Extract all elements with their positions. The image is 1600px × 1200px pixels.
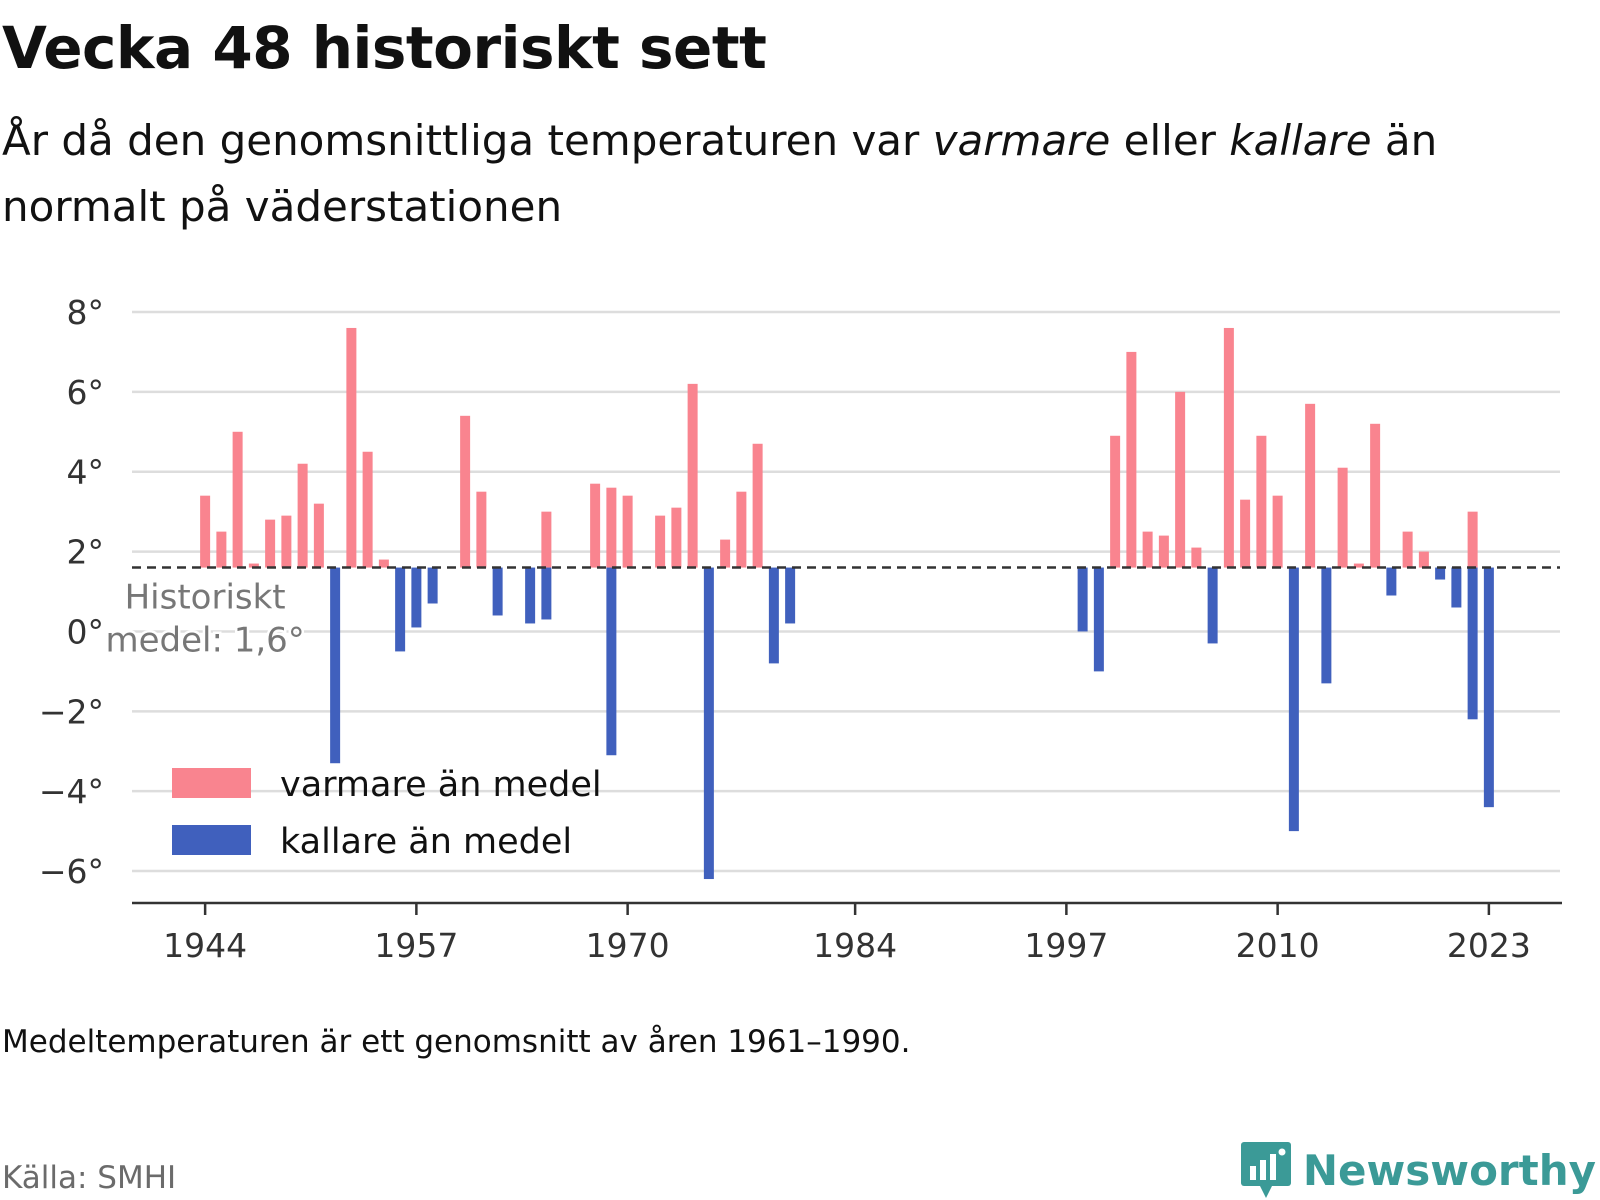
- legend-swatch: [172, 768, 251, 798]
- cold-bar: [1321, 567, 1332, 684]
- footnote: Medeltemperaturen är ett genomsnitt av å…: [2, 1024, 911, 1060]
- y-tick-label: −4°: [39, 772, 104, 811]
- warm-bar: [736, 491, 747, 568]
- cold-bar: [525, 567, 536, 624]
- baseline-label: medel: 1,6°: [105, 621, 304, 661]
- y-tick-label: 6°: [67, 373, 105, 412]
- cold-bar: [1077, 567, 1088, 632]
- subtitle-part-3: än normalt på väderstationen: [2, 116, 1438, 231]
- warm-bar: [216, 531, 227, 568]
- cold-bar: [411, 567, 422, 628]
- x-tick-label: 1957: [374, 926, 458, 965]
- warm-bar: [1126, 351, 1137, 568]
- brand-name: Newsworthy: [1302, 1145, 1596, 1195]
- warm-bar: [1240, 499, 1251, 568]
- warm-bar: [313, 503, 324, 568]
- subtitle-part-2: eller: [1110, 116, 1230, 165]
- warm-bar: [346, 327, 357, 568]
- warm-bar: [590, 483, 601, 568]
- warm-bar: [1467, 511, 1478, 568]
- cold-bar: [1451, 567, 1462, 608]
- warm-bar: [1370, 423, 1381, 568]
- warm-bar: [1256, 435, 1267, 568]
- warm-bar: [1402, 531, 1413, 568]
- warm-bar: [606, 487, 617, 568]
- warm-bar: [541, 511, 552, 568]
- y-tick-label: −2°: [39, 692, 104, 731]
- cold-bar: [541, 567, 552, 620]
- y-tick-label: 4°: [67, 453, 105, 492]
- baseline-label: Historiskt: [125, 578, 286, 618]
- cold-bar: [1483, 567, 1494, 808]
- warm-bar: [1158, 535, 1169, 568]
- warm-bar: [476, 491, 487, 568]
- warm-bar: [1175, 391, 1186, 568]
- cold-bar: [1093, 567, 1104, 672]
- cold-bar: [1467, 567, 1478, 720]
- warm-bar: [671, 507, 682, 568]
- warm-bar: [1337, 467, 1348, 568]
- warm-bar: [1305, 403, 1316, 568]
- x-tick-label: 2023: [1447, 926, 1531, 965]
- warm-bar: [232, 431, 243, 568]
- y-tick-label: 0°: [67, 612, 105, 651]
- y-tick-label: 2°: [67, 533, 105, 572]
- warm-bar: [720, 539, 731, 568]
- cold-bar: [785, 567, 796, 624]
- subtitle-cold-word: kallare: [1229, 116, 1372, 165]
- warm-bar: [1191, 547, 1202, 568]
- warm-bar: [687, 383, 698, 568]
- cold-bar: [1288, 567, 1299, 832]
- warm-bar: [622, 495, 633, 568]
- warm-bar: [1418, 551, 1429, 568]
- x-tick-label: 1984: [813, 926, 897, 965]
- legend-swatch: [172, 825, 251, 855]
- warm-bar: [362, 451, 373, 568]
- subtitle-warm-word: varmare: [932, 116, 1111, 165]
- cold-bar: [395, 567, 406, 652]
- warm-bar: [378, 559, 389, 568]
- warm-bar: [281, 515, 292, 568]
- cold-bar: [768, 567, 779, 664]
- cold-bar: [606, 567, 617, 756]
- x-tick-label: 1997: [1024, 926, 1108, 965]
- brand-logo: Newsworthy: [1240, 1140, 1596, 1200]
- subtitle-part-1: År då den genomsnittliga temperaturen va…: [2, 116, 933, 165]
- chart-subtitle: År då den genomsnittliga temperaturen va…: [2, 108, 1562, 240]
- chart-title: Vecka 48 historiskt sett: [2, 14, 767, 82]
- warm-bar: [460, 415, 471, 568]
- warm-bar: [655, 515, 666, 568]
- warm-bar: [1353, 563, 1364, 568]
- legend-label: varmare än medel: [280, 765, 602, 805]
- newsworthy-logo-icon: [1240, 1142, 1291, 1198]
- cold-bar: [492, 567, 503, 616]
- x-tick-label: 2010: [1236, 926, 1320, 965]
- warm-bar: [200, 495, 211, 568]
- warm-bar: [297, 463, 308, 568]
- cold-bar: [1435, 567, 1446, 580]
- warm-bar: [1223, 327, 1234, 568]
- y-tick-label: 8°: [67, 293, 105, 332]
- cold-bar: [330, 567, 341, 764]
- cold-bar: [427, 567, 438, 604]
- cold-bar: [1386, 567, 1397, 596]
- warm-bar: [1110, 435, 1121, 568]
- cold-bar: [1207, 567, 1218, 644]
- x-tick-label: 1944: [163, 926, 247, 965]
- warm-bar: [1272, 495, 1283, 568]
- warm-bar: [1142, 531, 1153, 568]
- legend-label: kallare än medel: [280, 822, 572, 862]
- warm-bar: [752, 443, 763, 568]
- warm-bar: [248, 563, 259, 568]
- x-tick-label: 1970: [586, 926, 670, 965]
- warm-bar: [265, 519, 276, 568]
- y-tick-label: −6°: [39, 852, 104, 891]
- source-credit: Källa: SMHI: [2, 1160, 177, 1196]
- cold-bar: [703, 567, 714, 880]
